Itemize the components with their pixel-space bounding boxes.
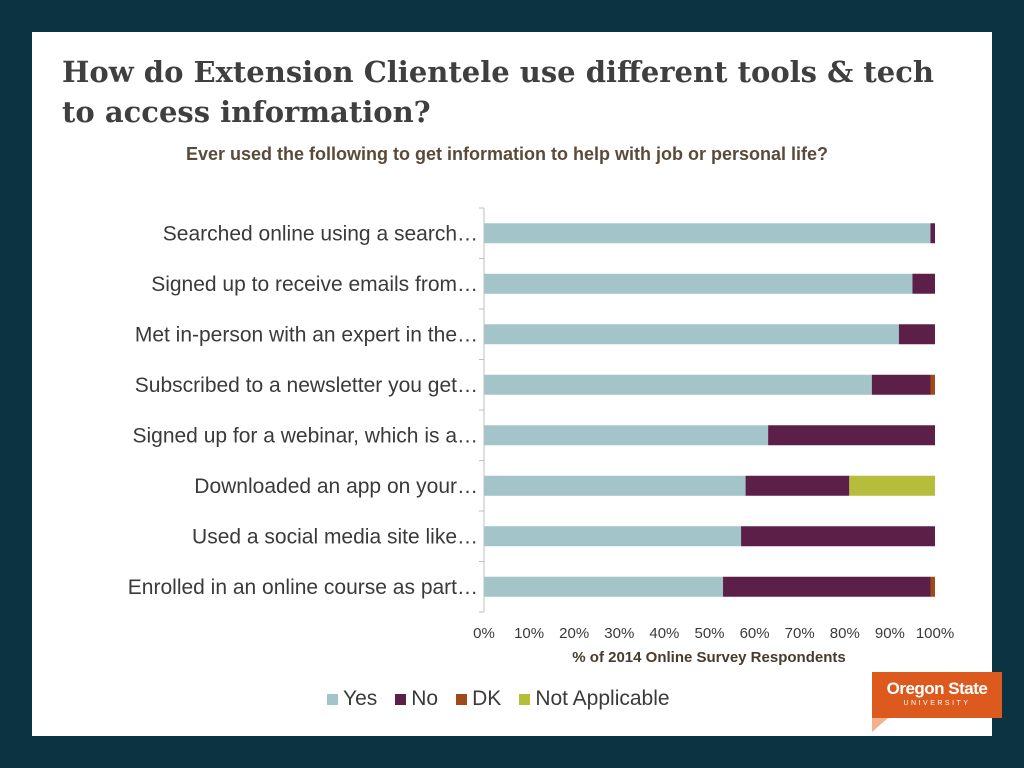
bar-no-7 — [723, 576, 931, 597]
bar-dk-7 — [930, 576, 935, 597]
logo-fold-shape — [872, 718, 888, 732]
x-tick-label: 20% — [559, 625, 589, 642]
category-label: Used a social media site like… — [192, 525, 478, 548]
legend-label: Not Applicable — [535, 687, 670, 710]
bar-no-1 — [912, 273, 935, 294]
category-label: Searched online using a search… — [163, 222, 478, 245]
x-tick-label: 10% — [514, 625, 544, 642]
x-tick-label: 80% — [830, 625, 860, 642]
slide-title: How do Extension Clientele use different… — [62, 55, 934, 129]
bar-yes-2 — [484, 324, 899, 345]
legend-item-dk: DK — [456, 687, 501, 711]
bar-yes-3 — [484, 374, 872, 395]
category-label: Subscribed to a newsletter you get… — [135, 374, 478, 397]
category-label: Met in-person with an expert in the… — [135, 323, 478, 346]
legend-item-no: No — [395, 687, 438, 711]
x-tick-label: 60% — [740, 625, 770, 642]
legend-label: Yes — [343, 687, 378, 710]
legend-swatch — [456, 693, 468, 705]
bar-yes-4 — [484, 425, 769, 446]
bar-yes-1 — [484, 273, 913, 294]
legend-label: DK — [472, 687, 502, 710]
bar-no-4 — [768, 425, 935, 446]
bar-no-5 — [745, 475, 850, 496]
legend-item-yes: Yes — [327, 687, 377, 711]
bar-no-0 — [930, 223, 935, 244]
bar-dk-3 — [930, 374, 935, 395]
oregon-state-logo: Oregon State UNIVERSITY — [872, 672, 1002, 718]
x-axis-label: % of 2014 Online Survey Respondents — [572, 649, 845, 666]
slide: How do Extension Clientele use different… — [32, 32, 1002, 736]
bars-group — [484, 223, 935, 597]
x-tick-label: 50% — [694, 625, 724, 642]
bar-no-6 — [741, 526, 935, 547]
bar-not-applicable-5 — [849, 475, 935, 496]
x-tick-label: 40% — [649, 625, 679, 642]
bar-yes-5 — [484, 475, 746, 496]
logo-sub-text: UNIVERSITY — [903, 700, 971, 707]
category-label: Signed up to receive emails from… — [151, 273, 478, 296]
category-label: Enrolled in an online course as part… — [128, 576, 478, 599]
bar-yes-6 — [484, 526, 742, 547]
bar-no-2 — [898, 324, 935, 345]
bar-chart: Searched online using a search… Signed up… — [128, 207, 954, 666]
category-label: Signed up for a webinar, which is a… — [132, 424, 478, 447]
x-tick-label: 70% — [785, 625, 815, 642]
legend-label: No — [411, 687, 439, 710]
chart-title: Ever used the following to get informati… — [185, 144, 828, 164]
axes-group — [479, 207, 485, 613]
x-tick-label: 90% — [875, 625, 905, 642]
logo-main-text: Oregon State — [886, 679, 988, 698]
bar-yes-7 — [484, 576, 724, 597]
bar-yes-0 — [484, 223, 931, 244]
legend-swatch — [519, 693, 531, 705]
legend: Yes No DK Not Applicable — [327, 687, 688, 711]
legend-swatch — [395, 693, 407, 705]
x-tick-label: 0% — [473, 625, 495, 642]
x-tick-label: 100% — [916, 625, 954, 642]
x-tick-label: 30% — [604, 625, 634, 642]
labels-group: Searched online using a search… Signed up… — [128, 222, 954, 642]
legend-swatch — [327, 693, 338, 705]
legend-item-not-applicable: Not Applicable — [519, 687, 670, 711]
category-label: Downloaded an app on your… — [194, 475, 478, 498]
bar-no-3 — [871, 374, 931, 395]
